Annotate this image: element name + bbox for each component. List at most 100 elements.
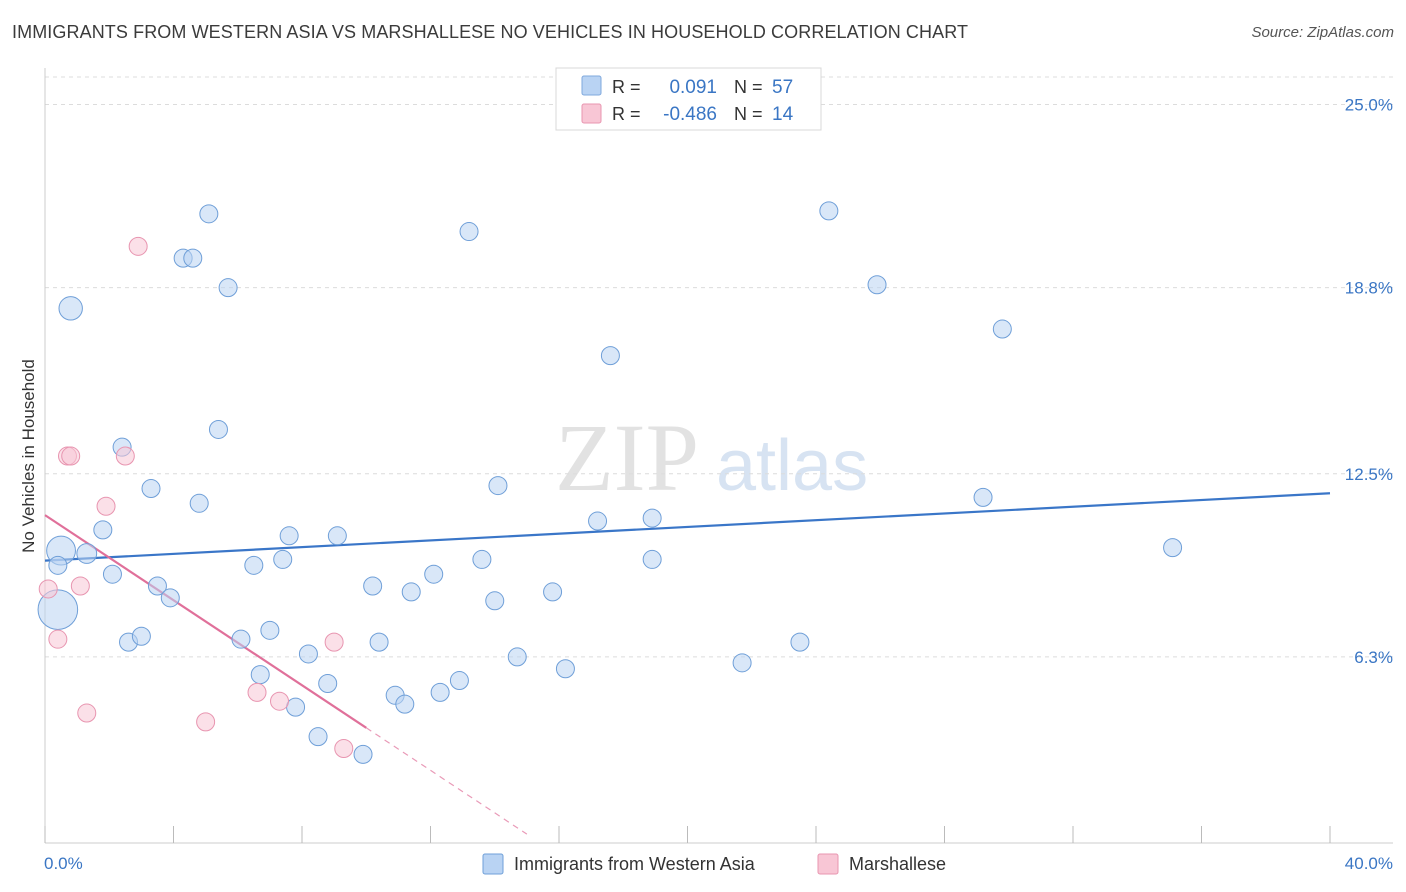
series-legend: Immigrants from Western Asia Marshallese (482, 853, 946, 875)
source-credit: Source: ZipAtlas.com (1251, 24, 1394, 41)
point-western-asia-49 (732, 653, 752, 673)
point-western-asia-19 (244, 555, 264, 575)
point-marshallese-11 (270, 691, 290, 711)
point-western-asia-54 (973, 487, 993, 507)
point-marshallese-1 (48, 629, 68, 649)
point-western-asia-44 (555, 659, 575, 679)
point-western-asia-10 (147, 576, 167, 596)
x-tick-max: 40.0% (1345, 854, 1393, 873)
point-western-asia-40 (485, 591, 505, 611)
point-marshallese-9 (196, 712, 216, 732)
point-western-asia-29 (353, 744, 373, 764)
point-western-asia-31 (369, 632, 389, 652)
y-tick-label-3: 25.0% (1345, 96, 1393, 115)
point-western-asia-27 (318, 673, 338, 693)
point-marshallese-12 (324, 632, 344, 652)
x-tick-min: 0.0% (44, 854, 83, 873)
point-western-asia-52 (867, 275, 887, 295)
point-marshallese-8 (128, 236, 148, 256)
legend-n-label-pink: N = (734, 104, 763, 124)
legend-r-label-blue: R = (612, 77, 641, 97)
point-western-asia-36 (430, 682, 450, 702)
point-western-asia-23 (279, 526, 299, 546)
point-western-asia-11 (160, 588, 180, 608)
point-western-asia-20 (250, 665, 270, 685)
y-tick-label-2: 18.8% (1345, 279, 1393, 298)
trend-line-1 (44, 514, 367, 729)
y-tick-label-0: 6.3% (1354, 648, 1393, 667)
y-tick-labels: 6.3% 12.5% 18.8% 25.0% (1345, 96, 1393, 667)
point-marshallese-5 (77, 703, 97, 723)
point-marshallese-0 (38, 579, 58, 599)
point-western-asia-41 (488, 476, 508, 496)
stats-legend: R = 0.091 N = 57 R = -0.486 N = 14 (555, 67, 822, 131)
legend-swatch-blue (581, 75, 602, 96)
point-western-asia-18 (231, 629, 251, 649)
point-western-asia-45 (588, 511, 608, 531)
point-western-asia-26 (308, 727, 328, 747)
point-western-asia-37 (449, 671, 469, 691)
legend-r-value-pink: -0.486 (663, 104, 717, 125)
legend-n-value-blue: 57 (772, 77, 793, 98)
point-western-asia-28 (327, 526, 347, 546)
point-western-asia-38 (459, 222, 479, 242)
series-name-blue: Immigrants from Western Asia (514, 854, 756, 874)
point-western-asia-47 (642, 508, 662, 528)
point-marshallese-13 (334, 738, 354, 758)
point-marshallese-10 (247, 682, 267, 702)
point-western-asia-16 (208, 419, 228, 439)
point-western-asia-8 (131, 626, 151, 646)
point-western-asia-17 (218, 278, 238, 298)
point-western-asia-2 (58, 296, 83, 321)
trend-lines (44, 492, 1331, 835)
point-western-asia-21 (260, 620, 280, 640)
point-western-asia-25 (298, 644, 318, 664)
trend-extension-1 (365, 727, 528, 835)
point-western-asia-3 (76, 543, 98, 564)
series-swatch-pink (817, 853, 839, 875)
point-western-asia-33 (395, 694, 415, 714)
point-western-asia-30 (363, 576, 383, 596)
point-western-asia-14 (189, 493, 209, 513)
series-name-pink: Marshallese (849, 854, 946, 874)
point-marshallese-6 (96, 496, 116, 516)
point-western-asia-9 (141, 479, 161, 499)
data-points (37, 201, 1183, 764)
point-western-asia-50 (790, 632, 810, 652)
legend-r-value-blue: 0.091 (669, 77, 717, 98)
watermark-atlas: atlas (716, 426, 868, 506)
point-marshallese-3 (61, 446, 81, 466)
point-western-asia-35 (424, 564, 444, 584)
point-western-asia-46 (600, 346, 620, 366)
point-western-asia-39 (472, 549, 492, 569)
legend-r-label-pink: R = (612, 104, 641, 124)
point-western-asia-53 (992, 319, 1012, 339)
legend-swatch-pink (581, 103, 602, 124)
y-tick-label-1: 12.5% (1345, 465, 1393, 484)
point-western-asia-51 (819, 201, 839, 221)
axes (44, 68, 1393, 844)
point-western-asia-15 (199, 204, 219, 224)
point-western-asia-0 (37, 589, 79, 630)
point-marshallese-4 (70, 576, 90, 596)
trend-line-0 (44, 492, 1331, 562)
point-western-asia-55 (1163, 538, 1183, 558)
point-western-asia-42 (507, 647, 527, 667)
point-western-asia-48 (642, 549, 662, 569)
point-western-asia-13 (183, 248, 203, 268)
point-western-asia-24 (286, 697, 306, 717)
legend-n-label-blue: N = (734, 77, 763, 97)
point-western-asia-34 (401, 582, 421, 602)
point-western-asia-43 (543, 582, 563, 602)
point-western-asia-56 (48, 555, 68, 575)
chart-title: IMMIGRANTS FROM WESTERN ASIA VS MARSHALL… (12, 22, 969, 42)
y-axis-label: No Vehicles in Household (19, 359, 38, 553)
series-swatch-blue (482, 853, 504, 875)
point-western-asia-22 (273, 549, 293, 569)
legend-n-value-pink: 14 (772, 104, 794, 125)
point-western-asia-4 (93, 520, 113, 540)
watermark-zip: ZIP (555, 404, 699, 511)
point-marshallese-7 (115, 446, 135, 466)
point-western-asia-5 (102, 564, 122, 584)
